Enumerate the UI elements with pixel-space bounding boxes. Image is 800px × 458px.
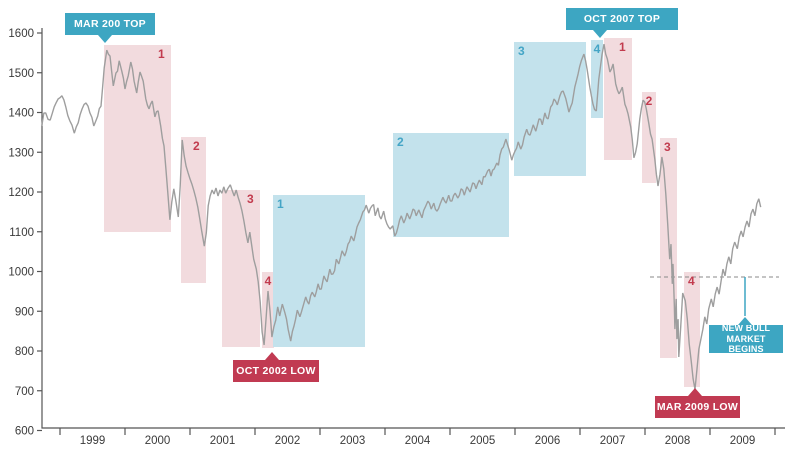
- phase-rect-bear-1: [604, 38, 632, 160]
- phase-rect-bull-1: [273, 195, 365, 347]
- y-axis-tick-label: 1600: [8, 28, 34, 40]
- x-axis-year-label: 1999: [80, 435, 106, 447]
- x-axis-year-label: 2002: [275, 435, 301, 447]
- x-axis-year-label: 2001: [210, 435, 236, 447]
- x-axis-year-label: 2004: [405, 435, 431, 447]
- y-axis-tick-label: 1300: [8, 147, 34, 159]
- x-axis-year-label: 2008: [665, 435, 691, 447]
- y-axis-tick-label: 1000: [8, 267, 34, 279]
- phase-rect-bull-4: [591, 40, 603, 118]
- phase-rect-bear-4: [684, 272, 700, 387]
- x-axis-year-label: 2003: [340, 435, 366, 447]
- phase-rect-bear-3: [222, 190, 260, 347]
- y-axis-tick-label: 1500: [8, 68, 34, 80]
- index-price-line: [41, 43, 762, 390]
- y-axis-tick-label: 1200: [8, 187, 34, 199]
- x-axis-year-label: 2007: [600, 435, 626, 447]
- y-axis-tick-label: 1100: [9, 227, 34, 239]
- phase-rect-bear-1: [104, 45, 171, 232]
- phase-rect-bull-2: [393, 133, 509, 237]
- y-axis-tick-label: 1400: [8, 108, 34, 120]
- x-axis-year-label: 2009: [730, 435, 756, 447]
- x-axis-year-label: 2005: [470, 435, 496, 447]
- y-axis-tick-label: 700: [15, 386, 34, 398]
- x-axis-year-label: 2006: [535, 435, 561, 447]
- phase-rect-bear-2: [642, 92, 656, 183]
- y-axis-tick-label: 900: [15, 306, 34, 318]
- y-axis-tick-label: 800: [15, 346, 34, 358]
- axis-lines: [41, 28, 785, 429]
- y-axis-tick-label: 600: [15, 426, 34, 438]
- x-axis-year-label: 2000: [145, 435, 171, 447]
